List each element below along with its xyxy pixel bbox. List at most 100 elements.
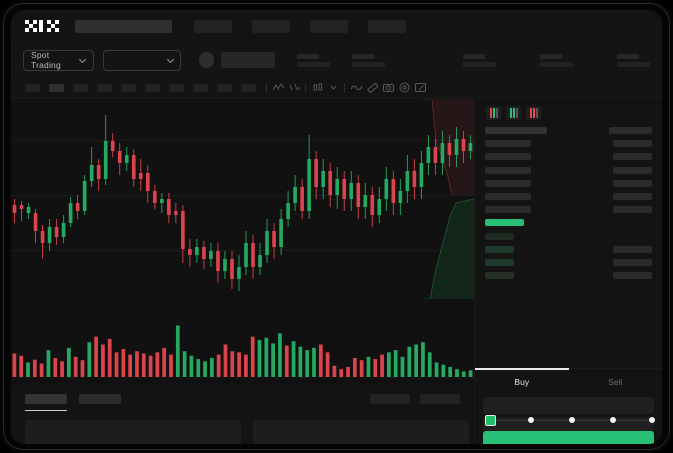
slider-stop-75[interactable] <box>610 417 616 423</box>
orderbook-mode-buy[interactable] <box>506 106 521 120</box>
bottom-tab-2[interactable] <box>79 394 121 404</box>
orderbook-row[interactable] <box>485 179 652 188</box>
timeframe-7[interactable] <box>169 83 184 92</box>
orderbook-amount <box>609 127 652 134</box>
trading-mode-selector[interactable]: Spot Trading <box>23 49 94 71</box>
search-input[interactable] <box>75 19 172 33</box>
orderbook-rows[interactable] <box>475 126 662 280</box>
orderbook-row[interactable] <box>485 192 652 201</box>
candlestick-series <box>12 115 473 291</box>
toolbar-divider <box>344 82 345 93</box>
timeframe-6[interactable] <box>145 83 160 92</box>
orderbook-amount <box>613 219 652 226</box>
orderbook-amount <box>613 153 652 161</box>
orderbook-mode-both[interactable] <box>486 106 501 120</box>
slider-stop-50[interactable] <box>569 417 575 423</box>
orderbook-amount <box>613 272 652 280</box>
orderbook-row[interactable] <box>485 258 652 267</box>
pair-subheader: Spot Trading <box>11 42 662 78</box>
nav-item-4[interactable] <box>368 19 406 33</box>
stat-4 <box>540 53 574 67</box>
nav-item-2[interactable] <box>252 19 290 33</box>
chevron-down-icon <box>80 57 85 63</box>
orderbook-amount <box>613 166 652 174</box>
candle-chart-icon[interactable] <box>311 81 324 94</box>
orderbook-row[interactable] <box>485 218 652 227</box>
stat-1-label <box>297 53 320 59</box>
orderbook-price <box>485 166 531 174</box>
slider-stop-25[interactable] <box>528 417 534 423</box>
okx-logo[interactable] <box>25 20 61 32</box>
orderbook-price <box>485 232 514 240</box>
toolbar-divider <box>266 82 267 93</box>
stat-1-value <box>297 61 331 67</box>
orderbook-amount <box>613 206 652 214</box>
stat-3 <box>463 53 497 67</box>
orderbook-price <box>485 206 531 214</box>
percent-slider[interactable] <box>485 415 655 427</box>
timeframe-1[interactable] <box>25 83 40 92</box>
ruler-icon[interactable] <box>366 81 379 94</box>
orderbook-row[interactable] <box>485 271 652 280</box>
price-field[interactable] <box>483 397 654 414</box>
timeframe-9[interactable] <box>217 83 232 92</box>
camera-icon[interactable] <box>382 81 395 94</box>
orderbook-amount <box>613 192 652 200</box>
bar-chart-icon[interactable] <box>288 81 301 94</box>
timeframe-2[interactable] <box>49 83 64 92</box>
slider-handle[interactable] <box>485 415 496 426</box>
order-card-2[interactable] <box>253 420 469 444</box>
coin-avatar <box>199 52 214 68</box>
line-chart-icon[interactable] <box>272 81 285 94</box>
last-price-value <box>220 52 276 68</box>
timeframe-3[interactable] <box>73 83 88 92</box>
price-chart[interactable] <box>11 99 474 386</box>
orderbook-mode-sell[interactable] <box>526 106 541 120</box>
order-card-1[interactable] <box>25 420 241 444</box>
bottom-tab-1[interactable] <box>25 394 67 411</box>
toolbar-divider <box>305 82 306 93</box>
timeframe-4[interactable] <box>97 83 112 92</box>
orderbook-amount <box>613 179 652 187</box>
gridline <box>11 250 474 251</box>
timeframe-5[interactable] <box>121 83 136 92</box>
nav-item-1[interactable] <box>194 19 232 33</box>
chevron-down-icon <box>168 57 174 63</box>
orderbook-row[interactable] <box>485 152 652 161</box>
orderbook-row[interactable] <box>485 166 652 175</box>
timeframe-10[interactable] <box>241 83 256 92</box>
orderbook-row[interactable] <box>485 232 652 241</box>
nav-item-3[interactable] <box>310 19 348 33</box>
orders-action-2[interactable] <box>420 394 460 404</box>
orderbook-row[interactable] <box>485 139 652 148</box>
chart-toolbar <box>11 78 662 98</box>
top-navigation-bar <box>11 10 662 42</box>
pair-selector[interactable] <box>102 49 182 71</box>
submit-order-button[interactable] <box>483 431 654 444</box>
slider-stop-100[interactable] <box>649 417 655 423</box>
stat-4-label <box>540 53 563 59</box>
orderbook-row[interactable] <box>485 205 652 214</box>
orderbook-amount <box>613 258 652 266</box>
orderbook-row[interactable] <box>485 126 652 135</box>
stat-1 <box>297 53 331 67</box>
orderbook-amount <box>613 140 652 148</box>
orders-action-1[interactable] <box>370 394 410 404</box>
stat-2-label <box>352 53 375 59</box>
orderbook-panel: Buy Sell <box>474 99 662 444</box>
wave-icon[interactable] <box>350 81 363 94</box>
gridline <box>11 195 474 196</box>
chevron-down-icon[interactable] <box>327 81 340 94</box>
orderbook-row[interactable] <box>485 245 652 254</box>
stat-5-label <box>617 53 640 59</box>
stat-4-value <box>540 61 574 67</box>
tab-buy[interactable]: Buy <box>475 368 569 394</box>
fullscreen-icon[interactable] <box>414 81 427 94</box>
settings-icon[interactable] <box>398 81 411 94</box>
buy-sell-tabs: Buy Sell <box>475 368 662 394</box>
orders-actions <box>370 394 460 404</box>
tab-sell[interactable]: Sell <box>608 376 623 387</box>
volume-series <box>12 325 473 377</box>
timeframe-8[interactable] <box>193 83 208 92</box>
